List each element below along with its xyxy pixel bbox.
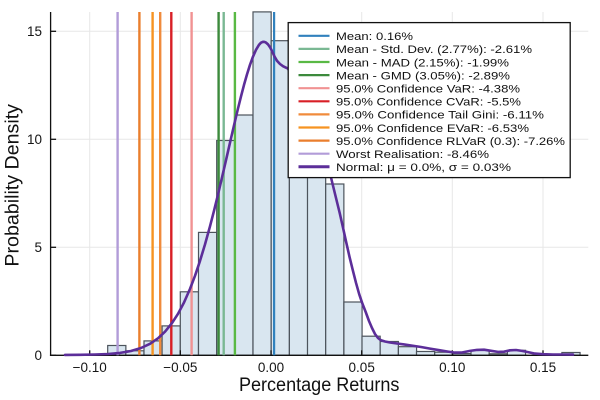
svg-text:95.0% Confidence RLVaR (0.3):: 95.0% Confidence RLVaR (0.3): -7.26% [336,136,565,148]
svg-text:−0.10: −0.10 [73,360,107,375]
svg-text:Worst Realisation: -8.46%: Worst Realisation: -8.46% [336,149,489,161]
svg-text:0.05: 0.05 [349,360,375,375]
svg-text:95.0% Confidence EVaR: -6.53%: 95.0% Confidence EVaR: -6.53% [336,123,529,135]
svg-text:95.0% Confidence Tail Gini: -6: 95.0% Confidence Tail Gini: -6.11% [336,110,544,122]
svg-text:Percentage Returns: Percentage Returns [239,375,400,396]
svg-text:Mean - GMD (3.05%): -2.89%: Mean - GMD (3.05%): -2.89% [336,70,510,82]
svg-text:Mean: 0.16%: Mean: 0.16% [336,31,413,43]
svg-text:Mean - Std. Dev. (2.77%): -2.6: Mean - Std. Dev. (2.77%): -2.61% [336,44,532,56]
svg-text:−0.05: −0.05 [163,360,197,375]
svg-text:10: 10 [27,132,42,147]
svg-text:0.10: 0.10 [439,360,465,375]
svg-text:0.00: 0.00 [258,360,284,375]
svg-text:95.0% Confidence CVaR: -5.5%: 95.0% Confidence CVaR: -5.5% [336,97,521,109]
svg-text:Probability Density: Probability Density [3,103,24,266]
svg-text:0: 0 [34,348,42,363]
svg-text:Mean - MAD (2.15%): -1.99%: Mean - MAD (2.15%): -1.99% [336,57,509,69]
svg-text:15: 15 [27,24,42,39]
svg-text:Normal: μ = 0.0%, σ = 0.03%: Normal: μ = 0.0%, σ = 0.03% [336,162,511,174]
svg-text:0.15: 0.15 [530,360,556,375]
svg-text:5: 5 [34,240,42,255]
svg-text:95.0% Confidence VaR: -4.38%: 95.0% Confidence VaR: -4.38% [336,84,520,96]
